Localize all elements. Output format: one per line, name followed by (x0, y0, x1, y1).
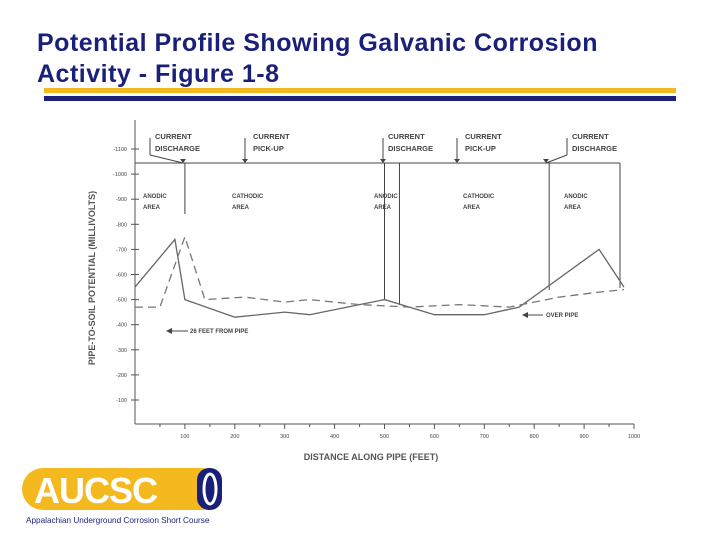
x-tick-label: 600 (430, 434, 439, 440)
series-line-dashed (135, 234, 625, 308)
y-tick-label: -800 (116, 222, 127, 228)
y-tick-label: -100 (116, 398, 127, 404)
logo-wordmark: AUCSC (34, 470, 158, 511)
title-rule-gold (44, 88, 676, 93)
pickup-label: PICK-UP (253, 144, 284, 153)
x-tick-label: 500 (380, 434, 389, 440)
arrow-head (242, 159, 248, 163)
y-tick-label: -600 (116, 273, 127, 279)
discharge-leader (545, 154, 568, 164)
x-tick-label: 100 (180, 434, 189, 440)
x-axis-label: DISTANCE ALONG PIPE (FEET) (304, 452, 439, 462)
y-tick-label: -500 (116, 298, 127, 304)
x-tick-label: 800 (530, 434, 539, 440)
title-rule-navy (44, 96, 676, 101)
area-label: CATHODIC (232, 194, 264, 200)
pickup-label: CURRENT (253, 132, 290, 141)
logo-svg: AUCSC Appalachian Underground Corrosion … (22, 468, 222, 525)
area-label: ANODIC (143, 194, 167, 200)
discharge-label: DISCHARGE (155, 144, 200, 153)
area-label: AREA (232, 205, 250, 211)
arrow-head (166, 328, 172, 334)
discharge-label: DISCHARGE (388, 144, 433, 153)
area-label: AREA (374, 205, 392, 211)
area-label: ANODIC (374, 194, 398, 200)
arrow-head (380, 159, 386, 163)
x-tick-label: 400 (330, 434, 339, 440)
y-tick-label: -200 (116, 373, 127, 379)
annotation-label: 26 FEET FROM PIPE (190, 329, 248, 335)
y-tick-label: -1000 (113, 172, 127, 178)
area-label: AREA (463, 205, 481, 211)
arrow-head (543, 159, 549, 163)
x-tick-label: 200 (230, 434, 239, 440)
annotation-label: OVER PIPE (546, 313, 578, 319)
area-label: CATHODIC (463, 194, 495, 200)
logo-tagline: Appalachian Underground Corrosion Short … (26, 516, 210, 525)
discharge-label: CURRENT (388, 132, 425, 141)
discharge-leader (149, 154, 184, 164)
slide-title: Potential Profile Showing Galvanic Corro… (37, 29, 598, 88)
chart-series (134, 234, 625, 318)
x-tick-label: 1000 (628, 434, 640, 440)
x-tick-label: 300 (280, 434, 289, 440)
discharge-label: CURRENT (155, 132, 192, 141)
chart-annotations: 26 FEET FROM PIPE OVER PIPE (166, 312, 578, 335)
aucsc-logo: AUCSC Appalachian Underground Corrosion … (22, 464, 232, 528)
arrow-head (522, 312, 528, 318)
logo-ring (202, 472, 218, 506)
arrow-head (180, 159, 186, 163)
area-label: ANODIC (564, 194, 588, 200)
chart-zones: CURRENT DISCHARGE CURRENT DISCHARGE CURRENT D… (135, 132, 621, 305)
chart-ticks: -1100 -1000 -900 -800 -700 -600 -500 -400 -300 -2… (113, 147, 640, 440)
x-tick-label: 900 (580, 434, 589, 440)
area-label: AREA (564, 205, 582, 211)
area-label: AREA (143, 205, 161, 211)
discharge-label: CURRENT (572, 132, 609, 141)
y-tick-label: -1100 (113, 147, 127, 153)
y-tick-label: -300 (116, 348, 127, 354)
y-tick-label: -700 (116, 247, 127, 253)
pickup-label: PICK-UP (465, 144, 496, 153)
pickup-label: CURRENT (465, 132, 502, 141)
y-tick-label: -900 (116, 197, 127, 203)
y-tick-label: -400 (116, 323, 127, 329)
logo-gold-band (22, 468, 222, 510)
arrow-head (454, 159, 460, 163)
series-line-solid (134, 237, 625, 318)
discharge-label: DISCHARGE (572, 144, 617, 153)
x-tick-label: 700 (480, 434, 489, 440)
y-axis-label: PIPE-TO-SOIL POTENTIAL (MILLIVOLTS) (87, 191, 97, 365)
